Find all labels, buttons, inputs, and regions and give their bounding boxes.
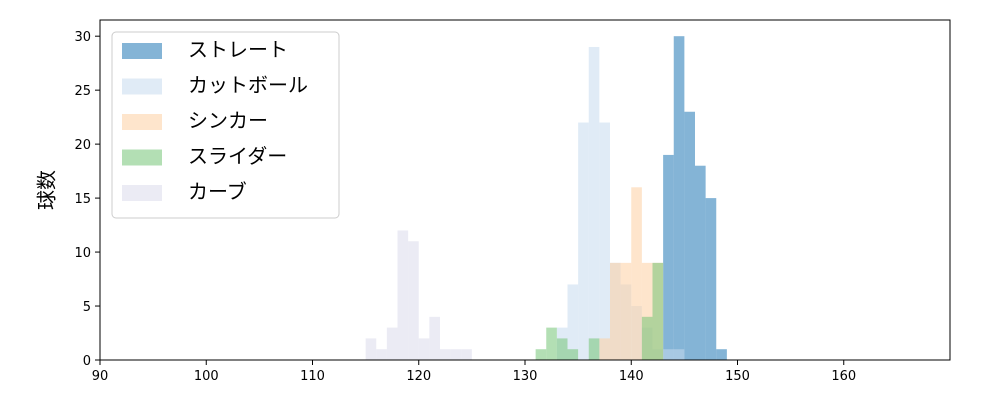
y-tick-label: 30 bbox=[74, 30, 91, 45]
histogram-bar bbox=[641, 262, 653, 360]
histogram-bar bbox=[663, 349, 674, 360]
histogram-bar bbox=[663, 154, 674, 360]
histogram-bar bbox=[567, 284, 579, 360]
histogram-bar bbox=[705, 198, 717, 360]
x-tick-label: 110 bbox=[300, 369, 325, 384]
x-tick-label: 160 bbox=[831, 369, 856, 384]
histogram-bar bbox=[578, 122, 589, 361]
y-axis-label: 球数 bbox=[35, 170, 59, 210]
legend-swatch bbox=[122, 185, 162, 201]
histogram-bar bbox=[440, 349, 451, 360]
histogram-bar bbox=[408, 241, 419, 360]
x-tick-label: 130 bbox=[513, 369, 538, 384]
histogram-bar bbox=[695, 165, 706, 360]
legend bbox=[111, 31, 340, 219]
histogram-bar bbox=[546, 327, 557, 360]
legend-swatch bbox=[122, 43, 162, 59]
y-tick-label: 20 bbox=[74, 138, 91, 153]
histogram-bar bbox=[684, 111, 695, 360]
histogram-bar bbox=[535, 349, 547, 360]
histogram-bar bbox=[376, 349, 387, 360]
x-tick-label: 100 bbox=[194, 369, 219, 384]
plot-area bbox=[365, 36, 727, 361]
histogram-bar bbox=[673, 349, 685, 360]
histogram-bar bbox=[641, 316, 653, 360]
histogram-bar bbox=[673, 36, 685, 360]
x-tick-label: 150 bbox=[725, 369, 750, 384]
y-tick-label: 0 bbox=[83, 354, 91, 369]
y-tick-label: 10 bbox=[74, 246, 91, 261]
histogram-bar bbox=[599, 122, 610, 361]
y-tick-label: 25 bbox=[74, 84, 91, 99]
histogram-bar bbox=[429, 316, 440, 360]
histogram-bar bbox=[588, 338, 600, 360]
x-tick-label: 90 bbox=[92, 369, 109, 384]
histogram-bar bbox=[567, 349, 579, 360]
histogram-bar bbox=[588, 46, 600, 360]
histogram-bar bbox=[397, 230, 409, 360]
histogram-bar bbox=[610, 262, 621, 360]
legend-swatch bbox=[122, 149, 162, 166]
legend-swatch bbox=[122, 114, 162, 130]
histogram-bar bbox=[386, 327, 398, 360]
x-tick-label: 120 bbox=[406, 369, 431, 384]
legend-label: シンカー bbox=[188, 109, 268, 133]
histogram-bar bbox=[716, 349, 727, 360]
histogram-bar bbox=[450, 349, 462, 360]
legend-label: ストレート bbox=[188, 38, 288, 62]
histogram-bar bbox=[599, 338, 610, 360]
legend-swatch bbox=[122, 78, 162, 95]
histogram-bar bbox=[631, 187, 642, 360]
legend-label: カットボール bbox=[188, 73, 308, 97]
histogram-bar bbox=[620, 262, 632, 360]
y-tick-label: 5 bbox=[83, 300, 91, 315]
histogram-bar bbox=[418, 338, 430, 360]
histogram-bar bbox=[365, 338, 377, 360]
legend-label: スライダー bbox=[188, 144, 287, 168]
histogram-bar bbox=[652, 262, 664, 360]
y-tick-label: 15 bbox=[74, 192, 91, 207]
x-tick-label: 140 bbox=[619, 369, 644, 384]
histogram-bar bbox=[556, 338, 568, 360]
histogram-bar bbox=[461, 349, 472, 360]
legend-label: カーブ bbox=[188, 180, 247, 204]
